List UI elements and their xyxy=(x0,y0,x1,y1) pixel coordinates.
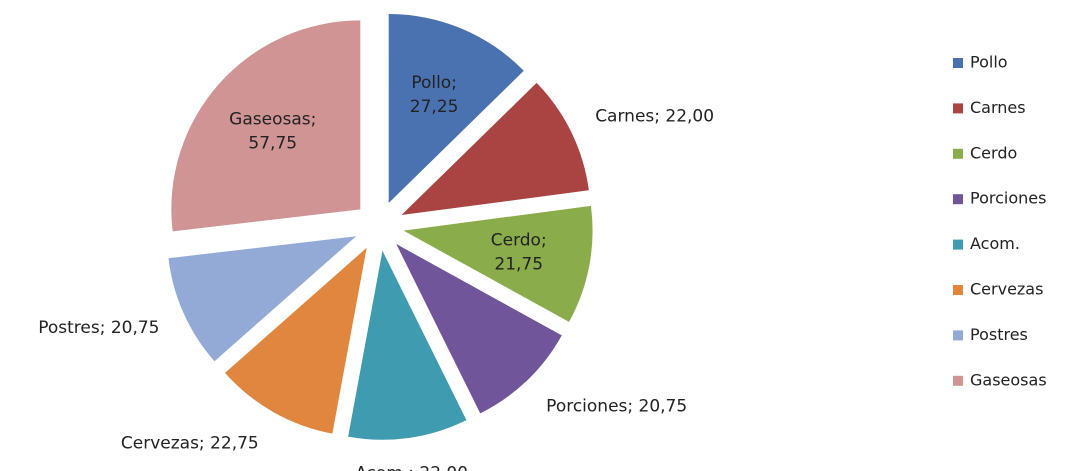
data-label: Cerdo; 21,75 xyxy=(491,230,547,274)
data-label: Gaseosas; 57,75 xyxy=(229,110,316,154)
legend-label: Pollo xyxy=(970,53,1008,72)
legend-swatch xyxy=(953,148,963,159)
legend-swatch xyxy=(953,285,963,295)
legend-swatch xyxy=(953,375,963,386)
legend-label: Cerdo xyxy=(970,143,1017,162)
legend-label: Acom. xyxy=(970,234,1020,253)
legend-label: Cervezas xyxy=(970,280,1043,299)
data-label: Porciones; 20,75 xyxy=(546,397,687,417)
pie-slice xyxy=(168,236,357,362)
pie-slice xyxy=(396,244,562,414)
pie-slice xyxy=(348,250,467,440)
legend-label: Porciones xyxy=(970,189,1046,208)
legend-swatch xyxy=(953,103,963,114)
legend-swatch xyxy=(953,194,963,205)
legend-swatch xyxy=(953,58,963,68)
data-label: Carnes; 22,00 xyxy=(595,107,714,127)
data-label: Postres; 20,75 xyxy=(38,318,159,338)
legend-swatch xyxy=(953,330,963,341)
legend-label: Gaseosas xyxy=(970,370,1047,389)
data-label: Pollo; 27,25 xyxy=(410,73,459,117)
legend-label: Postres xyxy=(970,325,1028,344)
pie-slice xyxy=(171,20,361,232)
pie-slice xyxy=(403,205,593,322)
pie-slice xyxy=(225,247,367,434)
data-label: Acom.; 22,00 xyxy=(355,464,468,471)
legend-label: Carnes xyxy=(970,98,1026,117)
legend-swatch xyxy=(953,239,963,250)
data-label: Cervezas; 22,75 xyxy=(121,434,259,454)
pie-slice xyxy=(388,13,524,203)
pie-slice xyxy=(401,82,589,216)
